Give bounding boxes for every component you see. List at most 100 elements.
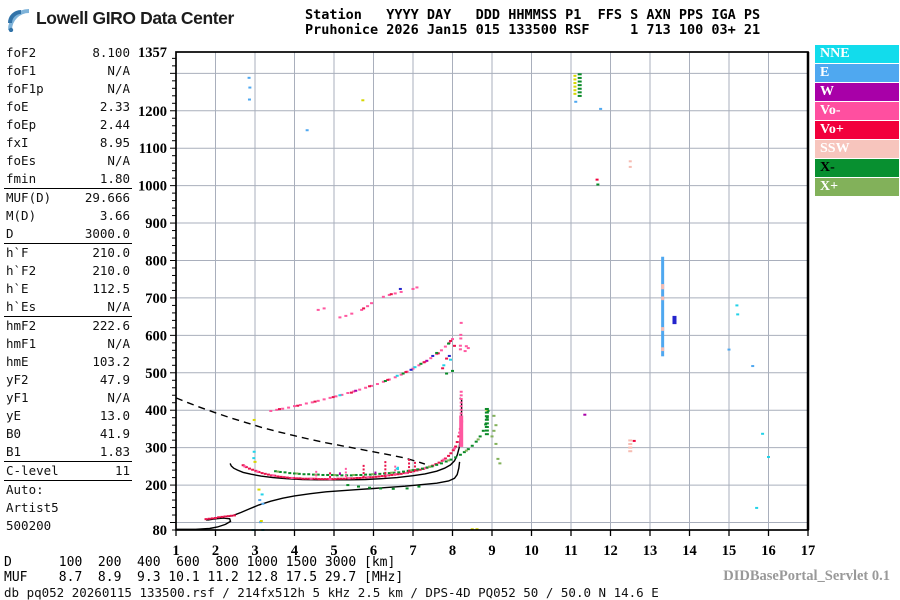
divider [4,188,132,189]
echo-dot [492,414,496,417]
echo-dot [361,99,365,102]
echo-dot [275,408,279,411]
echo-dot [342,477,346,480]
echo-dot [344,314,348,317]
ionogram-plot: 1357120011001000900800700600500400300200… [138,45,815,559]
echo-dot [261,502,265,505]
strip-dash [459,405,463,408]
param-label: h`Es [6,299,37,314]
echo-dot [481,429,485,432]
param-label: h`F2 [6,263,37,278]
f-trace-x-light [276,414,502,476]
echo-dot [352,473,356,476]
echo-dot [415,469,419,472]
echo-dot [259,520,263,523]
echo-dot [492,429,496,432]
echo-dot [333,478,337,481]
strip-dash [384,464,387,467]
echo-dot [439,349,443,352]
echo-dot [423,467,427,470]
spread7 [408,458,411,472]
strip-dash [344,471,347,474]
salmon-strip-12 [628,439,633,453]
echo-dot [496,457,500,460]
f-trace-x-dark [274,409,490,477]
echo-dot [282,476,286,479]
param-value: N/A [107,63,130,78]
echo-dot [405,471,409,474]
echo-dot [271,474,275,477]
echo-dot [355,476,359,479]
y-axis-label: 900 [145,216,167,232]
true-height-profile [176,461,461,530]
strip-dash [408,458,411,461]
echo-dot [767,456,770,459]
echo-dot [419,362,423,365]
spread6 [394,465,397,475]
param-label: 500200 [6,518,52,533]
param-row-hmf2: hmF2 222.6 [4,317,132,335]
noise-green [596,183,600,186]
strip-dash [628,443,633,446]
strip-dash [315,474,318,477]
echo-dot [452,344,456,347]
y-axis-label: 1357 [138,45,167,61]
x-axis-label: 13 [643,543,658,559]
param-row-hme: hmE 103.2 [4,353,132,371]
param-row-artist5: Artist5 [4,499,132,517]
echo-dot [402,470,406,473]
strip-dash [628,439,633,442]
echo-dot [311,473,315,476]
param-value: 222.6 [92,318,130,333]
x-axis-label: 16 [761,543,776,559]
x-axis-label: 12 [603,543,618,559]
echo-dot [207,517,211,520]
echo-dot [466,347,470,350]
strip-dash [458,344,462,347]
echo-dot [599,107,603,110]
param-row-fof2: foF2 8.100 [4,44,132,62]
echo-dot [727,348,731,351]
echo-dot [449,358,453,361]
param-row-fof1p: foF1p N/A [4,80,132,98]
echo-dot [298,477,302,480]
strip-dash [577,87,582,90]
header-columns: Station YYYY DAY DDD HHMMSS P1 FFS S AXN… [305,7,761,23]
param-label: D [6,226,14,241]
echo-dot [281,407,285,410]
echo-dot [350,312,354,315]
echo-dot [368,486,372,489]
strip-dash [577,76,582,79]
echo-dot [311,477,315,480]
echo-dot [345,477,349,480]
echo-dot [443,345,447,348]
param-row-auto: Auto: [4,481,132,499]
strip-dash [413,461,416,464]
echo-dot [232,514,236,517]
echo-dot [260,472,264,475]
echo-dot [418,468,422,471]
echo-dot [330,478,334,481]
echo-dot [435,463,439,466]
y-axis-label: 80 [153,523,168,539]
param-row-ye: yE 13.0 [4,407,132,425]
echo-dot [364,386,368,389]
strip-dash [573,74,577,77]
echo-dot [458,453,462,456]
echo-dot [454,456,458,459]
echo-dot [392,471,396,474]
echo-dot [751,365,755,368]
strip-dash [459,412,463,415]
echo-dot [276,470,280,473]
echo-dot [326,473,330,476]
param-label: yF1 [6,390,29,405]
echo-dot [323,478,327,481]
x-axis-label: 6 [370,543,377,559]
strip-dash [394,469,397,472]
param-value: 210.0 [92,263,130,278]
strip-dash [408,462,411,465]
o-cusp-solid [459,415,464,447]
echo-dot [449,458,453,461]
echo-dot [364,473,368,476]
param-label: C-level [6,463,59,478]
